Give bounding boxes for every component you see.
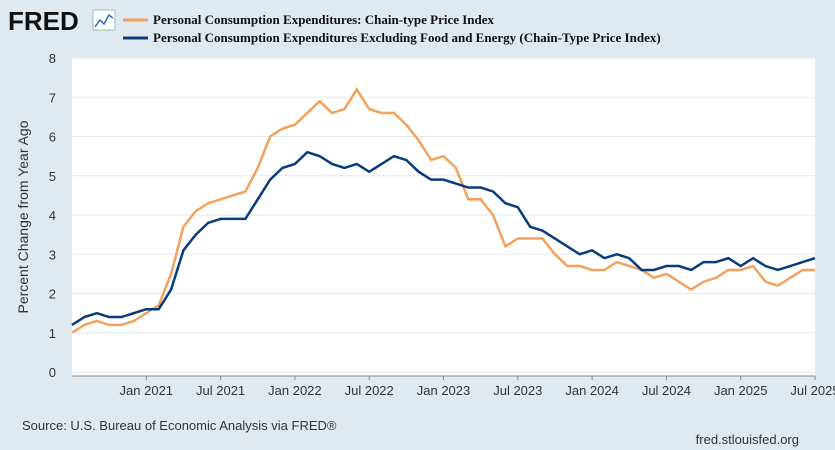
y-tick-label: 8 xyxy=(49,51,56,66)
y-tick-label: 2 xyxy=(49,287,56,302)
y-tick-label: 6 xyxy=(49,130,56,145)
plot-area xyxy=(72,58,815,376)
y-tick-label: 4 xyxy=(49,208,56,223)
x-tick-label: Jul 2022 xyxy=(345,383,394,398)
x-tick-label: Jul 2024 xyxy=(642,383,691,398)
x-tick-label: Jul 2021 xyxy=(196,383,245,398)
source: Source: U.S. Bureau of Economic Analysis… xyxy=(22,418,337,433)
y-tick-label: 0 xyxy=(49,365,56,380)
logo-icon xyxy=(92,9,116,31)
y-tick-label: 1 xyxy=(49,326,56,341)
x-tick-label: Jan 2022 xyxy=(268,383,322,398)
legend-label: Personal Consumption Expenditures Exclud… xyxy=(153,30,661,45)
logo: FRED xyxy=(8,6,79,36)
x-tick-label: Jan 2025 xyxy=(714,383,768,398)
x-tick-label: Jan 2024 xyxy=(565,383,619,398)
series-line xyxy=(71,87,815,334)
x-tick-label: Jul 2023 xyxy=(493,383,542,398)
y-tick-label: 5 xyxy=(49,169,56,184)
x-tick-label: Jul 2025 xyxy=(790,383,835,398)
series-line xyxy=(71,150,816,326)
y-axis-label: Percent Change from Year Ago xyxy=(15,120,31,313)
legend-label: Personal Consumption Expenditures: Chain… xyxy=(153,12,495,27)
y-tick-label: 7 xyxy=(49,90,56,105)
x-tick-label: Jan 2021 xyxy=(120,383,174,398)
x-tick-label: Jan 2023 xyxy=(417,383,471,398)
y-tick-label: 3 xyxy=(49,247,56,262)
site: fred.stlouisfed.org xyxy=(696,432,799,447)
